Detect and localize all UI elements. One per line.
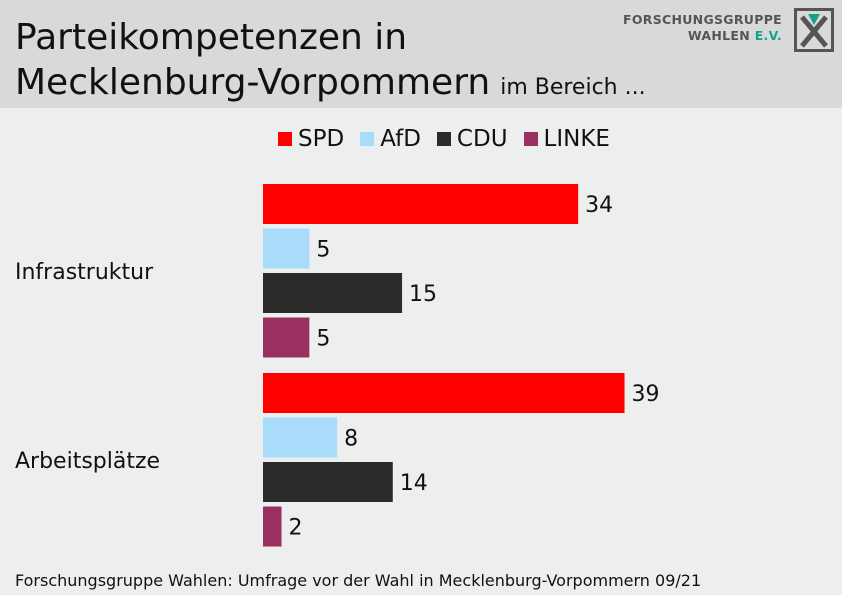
legend-label: LINKE — [543, 126, 610, 152]
logo-ev: E.V. — [754, 28, 782, 43]
data-label: 5 — [316, 327, 330, 352]
logo-text: FORSCHUNGSGRUPPE WAHLEN E.V. — [623, 12, 782, 44]
logo-wahlen: WAHLEN — [687, 28, 751, 43]
legend-label: AfD — [380, 126, 421, 152]
legend-label: SPD — [298, 126, 345, 152]
chart-legend: SPD AfD CDU LINKE — [278, 126, 610, 152]
title-line-2: Mecklenburg-Vorpommern im Bereich ... — [15, 63, 646, 108]
source-note: Forschungsgruppe Wahlen: Umfrage vor der… — [15, 571, 702, 590]
data-label: 2 — [289, 516, 303, 541]
title-main: Mecklenburg-Vorpommern — [15, 62, 491, 103]
legend-swatch — [360, 132, 375, 146]
bar-linke-arbeitsplaetze — [263, 506, 282, 547]
legend-item-afd: AfD — [360, 126, 421, 152]
bar-spd-infrastruktur — [263, 184, 579, 224]
bar-spd-arbeitsplaetze — [263, 373, 625, 413]
header-band: Parteikompetenzen in Mecklenburg-Vorpomm… — [0, 0, 842, 108]
bar-afd-infrastruktur — [263, 228, 310, 269]
data-label: 15 — [409, 282, 437, 307]
category-label: Arbeitsplätze — [15, 449, 160, 474]
logo-x-icon — [794, 8, 834, 52]
logo-line-1: FORSCHUNGSGRUPPE — [623, 12, 782, 27]
data-label: 14 — [400, 471, 428, 496]
bar-afd-arbeitsplaetze — [263, 417, 338, 458]
data-label: 34 — [585, 193, 613, 218]
legend-item-cdu: CDU — [436, 126, 508, 152]
legend-swatch — [278, 132, 292, 146]
legend-item-linke: LINKE — [523, 126, 610, 152]
data-label: 39 — [632, 382, 660, 407]
legend-label: CDU — [456, 126, 508, 152]
title-line-1: Parteikompetenzen in — [15, 17, 408, 58]
legend-swatch — [523, 132, 538, 146]
logo-line-2: WAHLEN E.V. — [623, 28, 782, 44]
bar-cdu-infrastruktur — [263, 273, 403, 313]
data-label: 8 — [344, 427, 358, 452]
bar-linke-infrastruktur — [263, 317, 310, 358]
logo: FORSCHUNGSGRUPPE WAHLEN E.V. — [623, 8, 834, 56]
title-suffix: im Bereich ... — [500, 75, 646, 100]
category-label: Infrastruktur — [15, 260, 154, 285]
legend-item-spd: SPD — [278, 126, 344, 152]
legend-swatch — [436, 132, 451, 146]
data-label: 5 — [316, 238, 330, 263]
bar-cdu-arbeitsplaetze — [263, 462, 393, 502]
